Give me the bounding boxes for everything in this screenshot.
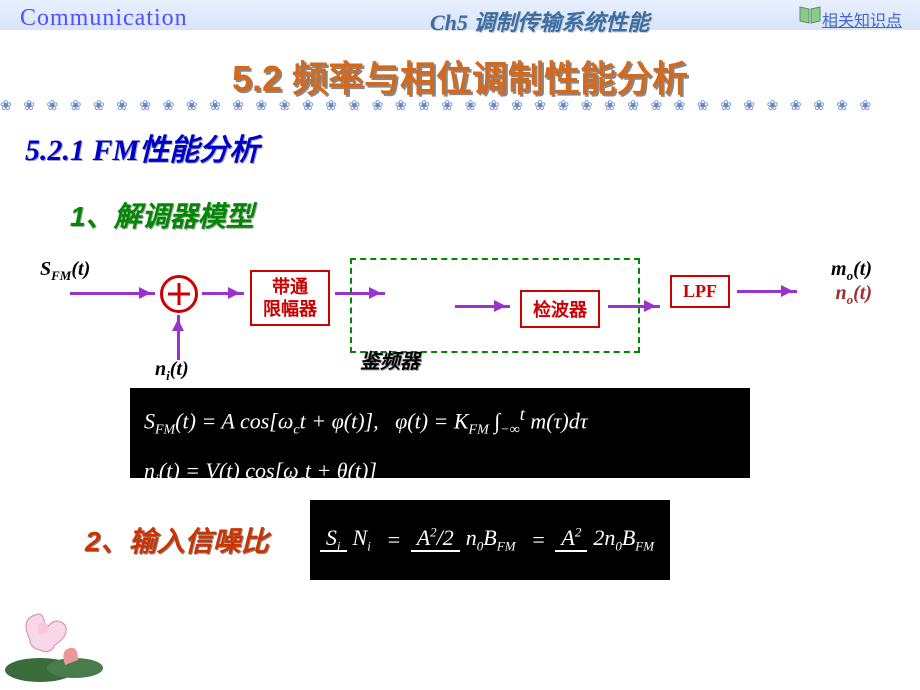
section-521: 5.2.1 FM性能分析 [25,125,259,169]
detector-box: 检波器 [520,290,600,328]
adder-icon [160,275,198,313]
signal-sfm: SFM(t) [40,258,90,284]
communication-label: Communication [20,5,188,32]
item-1-label: 1、解调器模型 [70,195,254,235]
flower-border: ❀ ❀ ❀ ❀ ❀ ❀ ❀ ❀ ❀ ❀ ❀ ❀ ❀ ❀ ❀ ❀ ❀ ❀ ❀ ❀ … [0,98,920,118]
arrow [455,305,510,308]
related-link[interactable]: 相关知识点 [822,7,902,31]
discriminator-label: 鉴频器 [360,345,420,374]
signal-no: no(t) [835,282,872,308]
demodulator-diagram: SFM(t) ni(t) mo(t) no(t) 带通限幅器 检波器 LPF 鉴… [30,250,890,380]
bpf-box: 带通限幅器 [250,270,330,326]
arrow [608,305,660,308]
chapter-label: Ch5 调制传输系统性能 [430,5,649,37]
lpf-box: LPF [670,275,730,308]
formula-2: SiNi = A2/2n0BFM = A22n0BFM [310,500,670,580]
book-icon [798,5,822,25]
arrow-up [177,315,180,360]
arrow [202,292,244,295]
arrow [737,290,797,293]
signal-ni: ni(t) [155,358,189,384]
signal-mo: mo(t) [831,258,872,284]
item-2-label: 2、输入信噪比 [85,520,269,560]
formula-1: SFM(t) = A cos[ωct + φ(t)], φ(t) = KFM ∫… [130,388,750,478]
arrow [70,292,155,295]
lotus-decoration [0,570,140,690]
main-title: 5.2 频率与相位调制性能分析 [0,50,920,102]
